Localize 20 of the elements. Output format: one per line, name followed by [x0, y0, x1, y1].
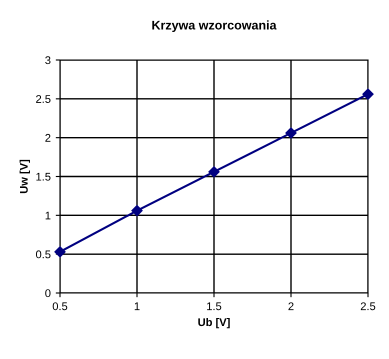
y-tick-label: 1.5 — [36, 172, 51, 181]
chart-title: Krzywa wzorcowania — [152, 20, 277, 32]
y-tick-label: 3 — [45, 56, 50, 64]
x-tick-label: 0.5 — [52, 302, 68, 310]
y-axis-title: Uw [V] — [20, 160, 30, 194]
x-tick-label: 2 — [288, 302, 294, 310]
point — [208, 166, 220, 178]
y-tick-label: 1 — [46, 212, 50, 220]
y-tick-label: 0.5 — [36, 250, 51, 258]
y-tick-label: 0 — [45, 289, 51, 298]
x-tick-label: 1 — [134, 302, 140, 310]
point — [54, 246, 66, 258]
point — [131, 205, 143, 216]
x-axis-title: Ub [V] — [198, 318, 230, 328]
y-tick-label: 2.5 — [36, 95, 51, 103]
y-tick-label: 2 — [45, 134, 50, 142]
point — [285, 127, 297, 139]
point — [362, 88, 374, 100]
x-tick-label: 2.5 — [360, 302, 376, 310]
x-tick-label: 1.5 — [207, 302, 222, 310]
